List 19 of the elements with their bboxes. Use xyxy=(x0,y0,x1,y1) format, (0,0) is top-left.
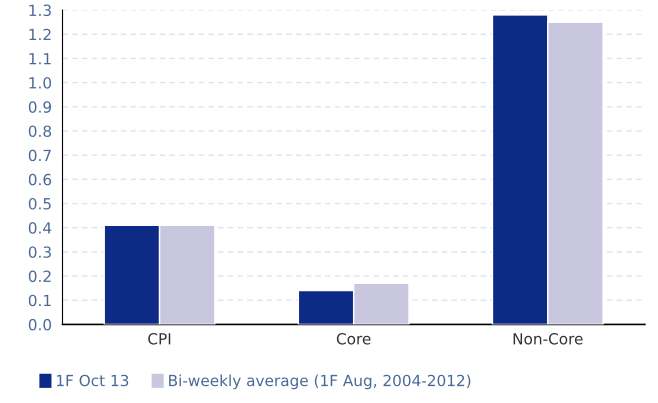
y-tick-label: 0.4 xyxy=(28,222,52,234)
y-tick-label: 0.2 xyxy=(28,270,51,282)
y-tick-label: 1.0 xyxy=(29,77,52,89)
y-tick-label: 0.6 xyxy=(28,174,52,186)
y-tick-label: 0.9 xyxy=(28,101,52,113)
y-tick-label: 0.7 xyxy=(28,150,51,162)
x-tick-label: Core xyxy=(336,333,371,345)
y-tick-label: 1.1 xyxy=(29,53,51,64)
y-tick-label: 1.3 xyxy=(29,4,51,16)
y-tick-label: 0.1 xyxy=(28,294,51,306)
y-tick-label: 0.8 xyxy=(28,125,52,137)
legend-label: 1F Oct 13 xyxy=(57,374,128,386)
y-tick-label: 0.0 xyxy=(28,318,52,330)
x-tick-label: Non-Core xyxy=(514,333,583,345)
y-tick-label: 1.2 xyxy=(29,28,51,40)
legend-label: Bi-weekly average (1F Aug, 2004-2012) xyxy=(169,374,470,390)
y-tick-label: 0.5 xyxy=(28,198,51,210)
x-tick-label: CPI xyxy=(148,333,170,345)
y-tick-label: 0.3 xyxy=(28,246,51,258)
